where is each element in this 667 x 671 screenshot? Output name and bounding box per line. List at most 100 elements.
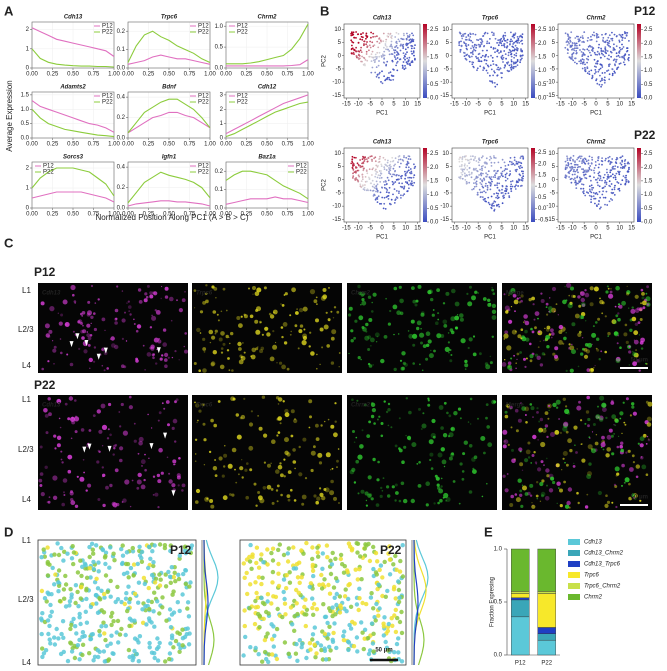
signal xyxy=(296,308,298,310)
cell-point xyxy=(486,176,488,178)
cell-point xyxy=(601,164,603,166)
signal xyxy=(113,453,115,455)
cell-point xyxy=(409,177,411,179)
cell-dot xyxy=(254,591,258,595)
cell-point xyxy=(407,177,409,179)
cell-point xyxy=(589,195,591,197)
cell-point xyxy=(359,38,361,40)
cell-point xyxy=(494,174,496,176)
signal xyxy=(389,310,391,312)
cell-point xyxy=(610,169,612,171)
signal xyxy=(316,354,317,355)
signal xyxy=(576,492,579,495)
signal xyxy=(529,354,533,358)
cell-point xyxy=(506,185,508,187)
signal xyxy=(581,302,586,307)
cell-point xyxy=(489,38,491,40)
cell-point xyxy=(615,177,617,179)
signal xyxy=(541,460,544,463)
cell-point xyxy=(403,61,405,63)
y-tick-label: -10 xyxy=(332,204,341,210)
row-label: P12 xyxy=(634,4,656,18)
y-tick-label: -10 xyxy=(546,80,555,86)
cell-point xyxy=(496,205,498,207)
signal xyxy=(585,505,588,508)
cell-dot xyxy=(396,579,400,583)
signal xyxy=(121,364,125,368)
cell-point xyxy=(353,31,355,33)
cell-dot xyxy=(310,606,314,610)
signal xyxy=(503,333,508,338)
signal xyxy=(381,435,384,438)
colorbar-tick-label: 1.5 xyxy=(538,54,547,60)
cell-point xyxy=(364,65,366,67)
signal xyxy=(319,364,320,365)
cell-point xyxy=(382,82,384,84)
cell-point xyxy=(391,176,393,178)
cell-point xyxy=(568,38,570,40)
cell-dot xyxy=(311,632,315,636)
cell-point xyxy=(574,47,576,49)
signal xyxy=(238,473,240,475)
cell-point xyxy=(404,56,406,58)
signal xyxy=(144,369,146,371)
cell-point xyxy=(484,33,486,35)
signal xyxy=(276,396,279,399)
cell-point xyxy=(501,189,503,191)
signal xyxy=(619,418,621,420)
cell-point xyxy=(395,175,397,177)
cell-point xyxy=(363,188,365,190)
cell-dot xyxy=(287,652,291,656)
x-tick-label: 15 xyxy=(414,102,421,108)
scale-label: 50 μm xyxy=(375,648,392,654)
cell-dot xyxy=(78,612,82,616)
cell-point xyxy=(375,56,377,58)
cell-dot xyxy=(332,585,336,589)
signal xyxy=(119,425,121,427)
signal xyxy=(258,495,263,500)
legend-swatch xyxy=(568,561,580,567)
signal xyxy=(116,503,119,506)
y-tick-label: 0.0 xyxy=(117,66,126,72)
cell-dot xyxy=(85,576,89,580)
cell-dot xyxy=(39,555,43,559)
cell-point xyxy=(519,175,521,177)
signal xyxy=(563,398,566,401)
cell-point xyxy=(351,53,353,55)
cell-point xyxy=(511,161,513,163)
signal xyxy=(469,337,473,341)
x-tick-label: 5 xyxy=(606,102,610,108)
signal xyxy=(641,292,645,296)
cell-dot xyxy=(243,635,247,639)
cell-point xyxy=(611,167,613,169)
cell-point xyxy=(570,45,572,47)
cell-dot xyxy=(151,560,155,564)
signal xyxy=(66,354,68,356)
cell-dot xyxy=(97,569,101,573)
signal xyxy=(352,430,355,433)
cell-point xyxy=(595,161,597,163)
cell-dot xyxy=(156,658,160,662)
signal xyxy=(266,332,270,336)
cell-point xyxy=(510,188,512,190)
cell-point xyxy=(414,59,416,61)
cell-dot xyxy=(311,613,315,617)
signal xyxy=(70,285,75,290)
signal xyxy=(283,459,285,461)
signal xyxy=(493,292,496,295)
cell-point xyxy=(491,181,493,183)
x-tick-label: 0.50 xyxy=(261,72,273,78)
signal xyxy=(157,340,161,344)
cell-point xyxy=(598,44,600,46)
signal xyxy=(472,468,474,470)
cell-point xyxy=(619,171,621,173)
cell-dot xyxy=(270,580,274,584)
cell-point xyxy=(574,43,576,45)
signal xyxy=(514,310,516,312)
cell-point xyxy=(516,40,518,42)
signal xyxy=(309,415,312,418)
cell-dot xyxy=(398,559,402,563)
signal xyxy=(516,429,519,432)
cell-point xyxy=(594,172,596,174)
cell-point xyxy=(365,43,367,45)
